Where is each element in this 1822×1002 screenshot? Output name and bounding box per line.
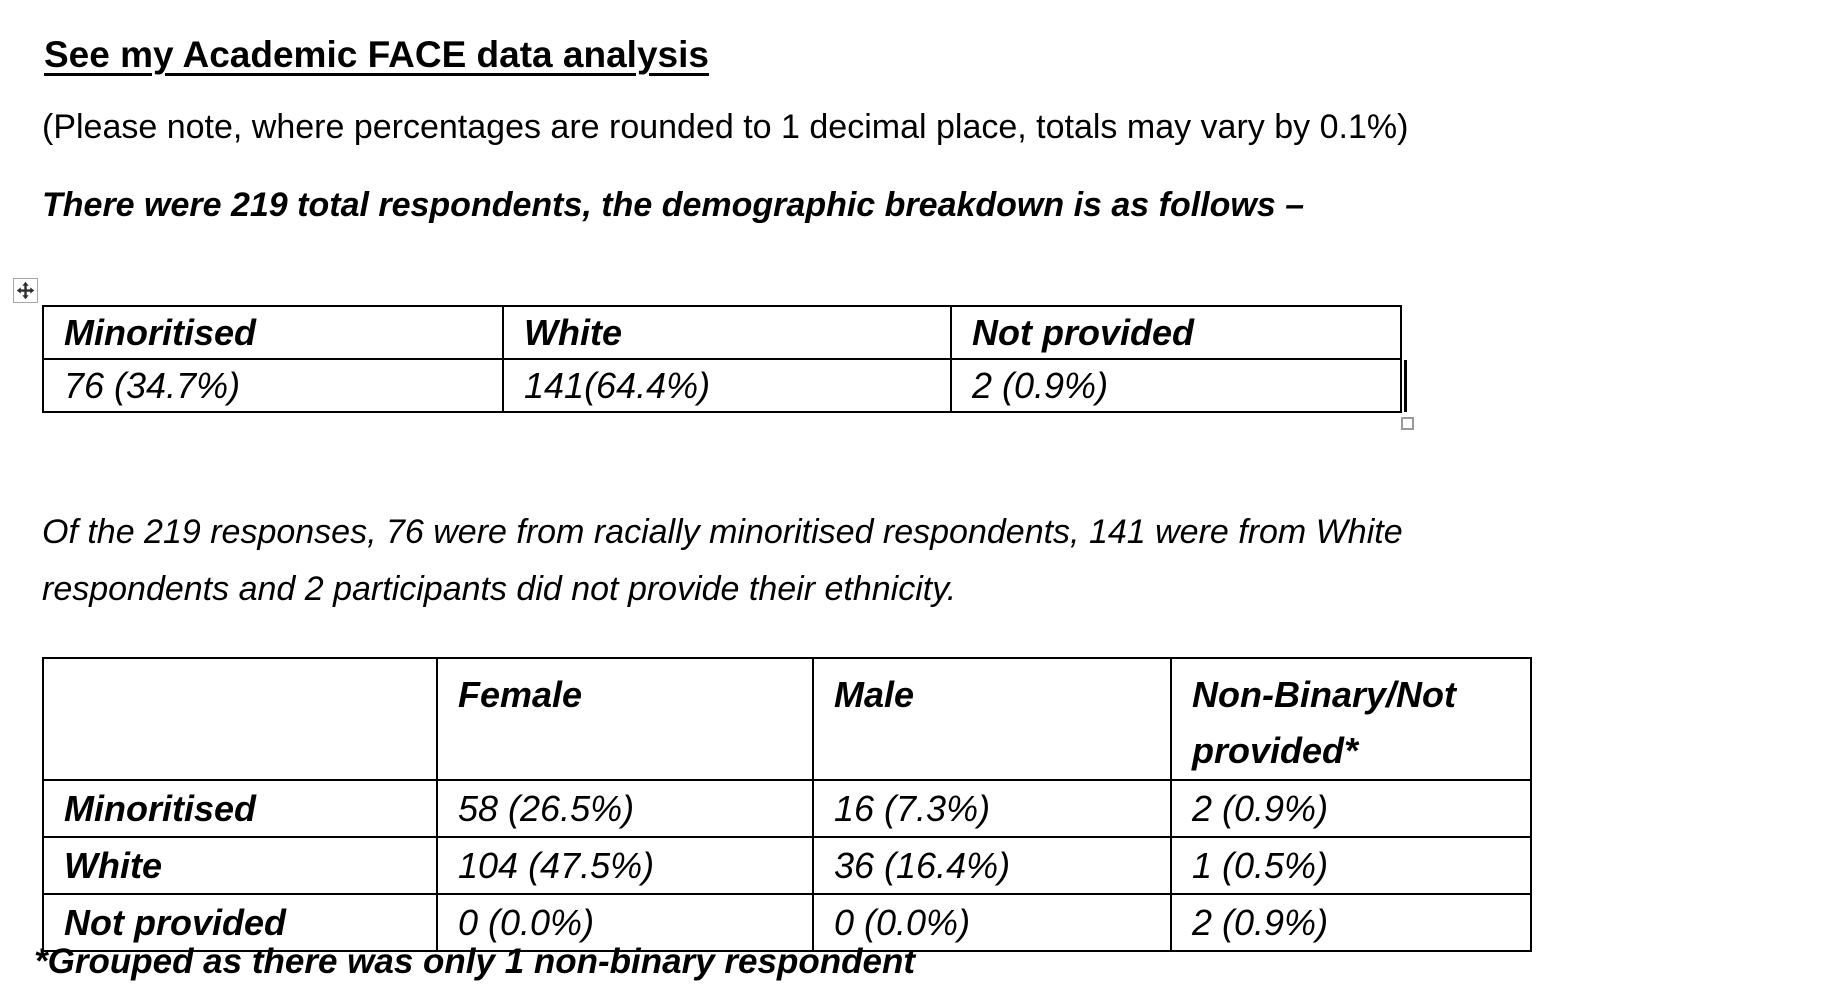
header-female: Female — [436, 657, 814, 781]
header-nonbinary-not-provided: Non-Binary/Not provided* — [1170, 657, 1532, 781]
gender-table-row-white: White 104 (47.5%) 36 (16.4%) 1 (0.5%) — [42, 836, 1532, 895]
gender-ethnicity-table: Female Male Non-Binary/Not provided* Min… — [42, 657, 1532, 952]
grouping-footnote: *Grouped as there was only 1 non-binary … — [34, 942, 915, 981]
move-icon — [16, 281, 35, 300]
cell-minoritised-count: 76 (34.7%) — [42, 358, 504, 413]
ethnicity-paragraph: Of the 219 responses, 76 were from racia… — [42, 513, 1403, 608]
header-empty — [42, 657, 438, 781]
cell-white-count: 141(64.4%) — [502, 358, 952, 413]
header-not-provided: Not provided — [950, 305, 1402, 360]
cell-not-provided-nonbinary: 2 (0.9%) — [1170, 893, 1532, 952]
cell-not-provided-count: 2 (0.9%) — [950, 358, 1402, 413]
cell-minoritised-male: 16 (7.3%) — [812, 779, 1172, 838]
header-male: Male — [812, 657, 1172, 781]
cell-white-nonbinary: 1 (0.5%) — [1170, 836, 1532, 895]
cell-white-male: 36 (16.4%) — [812, 836, 1172, 895]
cell-minoritised-female: 58 (26.5%) — [436, 779, 814, 838]
rowlabel-white: White — [42, 836, 438, 895]
document-title: See my Academic FACE data analysis — [44, 34, 709, 75]
cell-minoritised-nonbinary: 2 (0.9%) — [1170, 779, 1532, 838]
gender-table-row-not-provided: Not provided 0 (0.0%) 0 (0.0%) 2 (0.9%) — [42, 893, 1532, 952]
header-minoritised: Minoritised — [42, 305, 504, 360]
respondents-intro: There were 219 total respondents, the de… — [42, 186, 1305, 224]
rounding-note: (Please note, where percentages are roun… — [42, 108, 1409, 146]
cell-white-female: 104 (47.5%) — [436, 836, 814, 895]
ethnicity-table: Minoritised White Not provided 76 (34.7%… — [42, 305, 1402, 413]
table-move-handle[interactable] — [13, 278, 38, 303]
cell-not-provided-female: 0 (0.0%) — [436, 893, 814, 952]
rowlabel-minoritised: Minoritised — [42, 779, 438, 838]
ethnicity-table-data-row: 76 (34.7%) 141(64.4%) 2 (0.9%) — [42, 358, 1402, 413]
table-resize-handle[interactable] — [1401, 417, 1414, 430]
header-white: White — [502, 305, 952, 360]
ethnicity-table-header-row: Minoritised White Not provided — [42, 305, 1402, 360]
text-cursor — [1404, 360, 1407, 412]
gender-table-row-minoritised: Minoritised 58 (26.5%) 16 (7.3%) 2 (0.9%… — [42, 779, 1532, 838]
rowlabel-not-provided: Not provided — [42, 893, 438, 952]
gender-table-header-row: Female Male Non-Binary/Not provided* — [42, 657, 1532, 781]
cell-not-provided-male: 0 (0.0%) — [812, 893, 1172, 952]
